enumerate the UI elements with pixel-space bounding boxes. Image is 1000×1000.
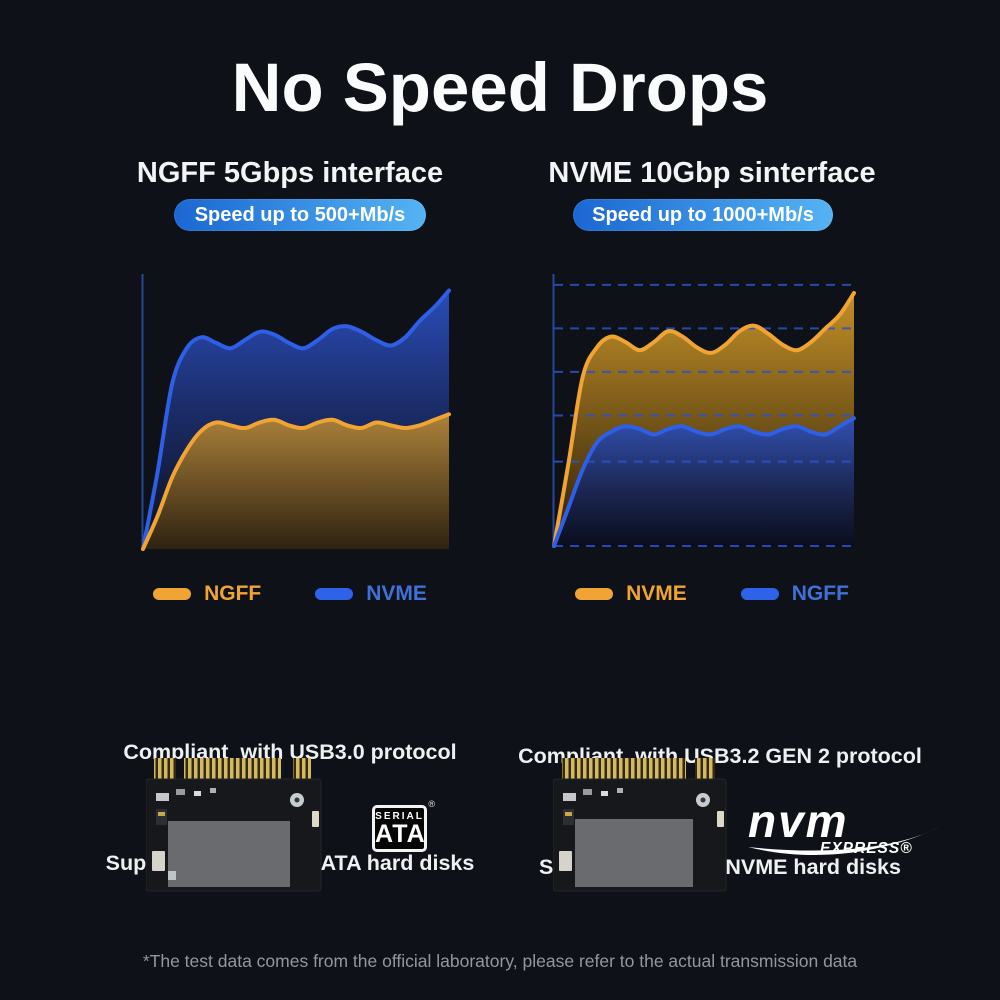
nand-chip	[168, 821, 290, 887]
nvme-logo-sub-text: EXPRESS®	[820, 840, 913, 857]
nvm-express-logo: nvm EXPRESS®	[748, 797, 940, 857]
heading-ngff-interface: NGFF 5Gbps interface	[136, 157, 444, 189]
sata-logo-serial-text: SERIAL	[375, 811, 424, 822]
chart-legend-nvme: NVME NGFF	[512, 582, 912, 606]
swoosh	[748, 827, 940, 856]
m2-ngff-ssd-image	[146, 758, 322, 892]
legend-item: NVME	[575, 582, 687, 606]
sata-logo-ata-text: ATA	[375, 820, 426, 848]
serial-ata-logo: ® SERIAL ATA	[372, 799, 435, 852]
gold-connector-fingers	[154, 758, 311, 780]
chart-legend-ngff: NGFF NVME	[90, 582, 490, 606]
page-title: No Speed Drops	[231, 49, 769, 126]
legend-item: NVME	[315, 582, 427, 606]
m2-nvme-ssd-image	[553, 758, 727, 892]
heading-nvme-interface: NVME 10Gbp sinterface	[548, 157, 876, 189]
area-chart-ngff-interface	[141, 274, 451, 551]
footnote-disclaimer: *The test data comes from the official l…	[142, 951, 858, 971]
area-chart-nvme-interface	[552, 274, 856, 548]
nvme-logo-main-text: nvm	[748, 797, 849, 847]
speed-badge-nvme: Speed up to 1000+Mb/s	[573, 199, 833, 231]
screw-hole-center	[294, 797, 300, 803]
screw-hole-center	[700, 797, 706, 803]
smd-components	[559, 788, 724, 871]
legend-label: NGFF	[791, 582, 849, 605]
nand-chip	[575, 819, 693, 887]
legend-swatch-blue	[315, 588, 354, 600]
legend-label: NVME	[366, 582, 427, 605]
speed-badge-ngff: Speed up to 500+Mb/s	[174, 199, 426, 231]
legend-swatch-orange	[575, 588, 614, 600]
legend-label: NVME	[626, 582, 687, 605]
legend-item: NGFF	[740, 582, 849, 606]
registered-mark: ®	[428, 799, 435, 809]
legend-item: NGFF	[153, 582, 261, 606]
smd-components	[152, 788, 319, 880]
legend-swatch-orange	[153, 588, 192, 600]
legend-swatch-blue	[740, 588, 779, 600]
legend-label: NGFF	[204, 582, 262, 605]
gold-connector-fingers	[562, 758, 715, 780]
